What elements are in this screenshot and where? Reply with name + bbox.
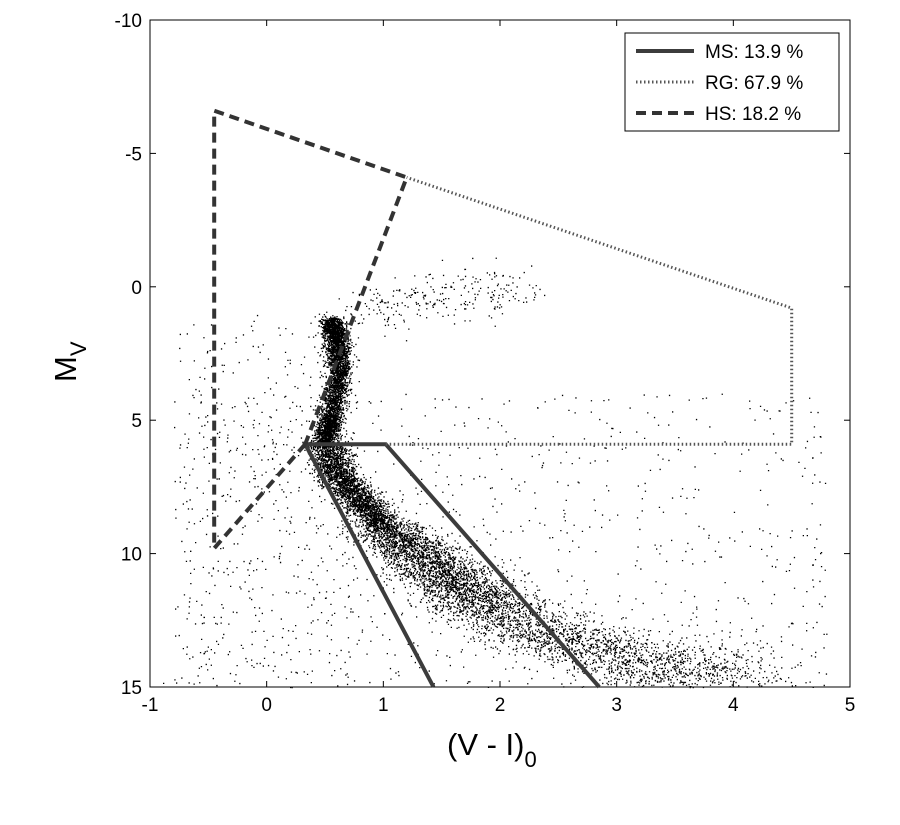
x-tick-label: 3 xyxy=(611,695,622,716)
y-tick-label: 5 xyxy=(131,411,142,432)
x-tick-label: 0 xyxy=(261,695,272,716)
legend: MS: 13.9 % RG: 67.9 % HS: 18.2 % xyxy=(624,32,840,132)
series-lines xyxy=(212,107,794,689)
x-tick-label: 1 xyxy=(378,695,389,716)
legend-label-rg: RG: 67.9 % xyxy=(705,73,803,94)
scatter-points xyxy=(163,257,828,689)
y-tick-label: 0 xyxy=(131,278,142,299)
series-line-dotted xyxy=(385,175,794,446)
y-tick-label: -10 xyxy=(115,11,142,32)
x-axis-title: (V - I)0 xyxy=(447,727,537,772)
x-tick-label: -1 xyxy=(142,695,159,716)
y-axis-title: MV xyxy=(48,341,91,382)
y-tick-label: -5 xyxy=(125,144,142,165)
x-tick-label: 2 xyxy=(495,695,506,716)
legend-label-ms: MS: 13.9 % xyxy=(705,42,803,63)
y-tick-label: 15 xyxy=(121,678,142,699)
series-line-solid xyxy=(301,442,601,689)
scatter-point-cloud xyxy=(163,257,828,689)
legend-label-hs: HS: 18.2 % xyxy=(705,104,801,125)
x-tick-label: 4 xyxy=(728,695,739,716)
x-tick-label: 5 xyxy=(845,695,856,716)
y-tick-label: 10 xyxy=(121,545,142,566)
